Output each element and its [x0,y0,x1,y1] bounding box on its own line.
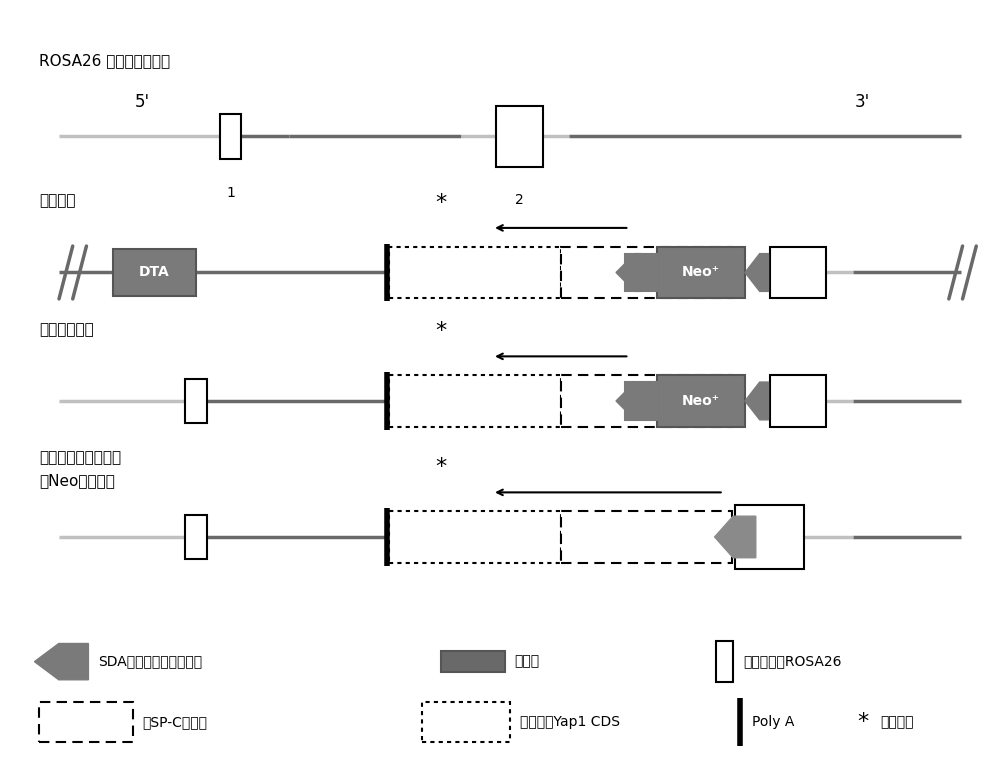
Bar [625,382,657,420]
Text: 1: 1 [226,185,235,199]
Text: （Neo缺失后）: （Neo缺失后） [39,473,115,488]
Text: *: * [857,712,868,732]
Bar [220,114,241,159]
Bar [185,379,207,423]
Bar [657,247,745,298]
Bar [716,641,733,682]
Bar [389,375,561,427]
Text: 突变位点: 突变位点 [880,715,914,729]
Text: 靶向载体: 靶向载体 [39,193,76,208]
Text: Neo⁺: Neo⁺ [682,394,720,408]
Bar [770,375,826,427]
Bar [625,254,657,291]
Text: 2: 2 [515,193,524,207]
Text: DTA: DTA [139,266,170,280]
Bar [561,511,732,562]
Text: 5': 5' [135,93,150,111]
Text: Poly A: Poly A [752,715,794,729]
Bar [389,247,561,298]
Text: 人SP-C启动子: 人SP-C启动子 [142,715,207,729]
Text: *: * [435,457,446,478]
Text: Neo⁺: Neo⁺ [682,266,720,280]
Text: 指定的敲入等位基因: 指定的敲入等位基因 [39,450,122,465]
Text: 小鼠外显子ROSA26: 小鼠外显子ROSA26 [743,654,842,668]
Bar [496,106,543,167]
Text: SDA（自身缺失锚）位点: SDA（自身缺失锚）位点 [98,654,202,668]
Bar [561,375,732,427]
Bar [561,247,732,298]
FancyArrow shape [34,643,88,680]
Bar [770,247,826,298]
Bar [185,515,207,559]
Text: 3': 3' [855,93,870,111]
Bar [389,511,561,562]
Text: ROSA26 野生型等位基因: ROSA26 野生型等位基因 [39,54,171,69]
Bar [657,375,745,427]
FancyArrow shape [745,382,769,420]
Text: 突变小鼠Yap1 CDS: 突变小鼠Yap1 CDS [520,715,620,729]
FancyArrow shape [745,254,769,291]
Bar [441,651,505,672]
FancyArrow shape [616,382,641,420]
FancyArrow shape [616,254,641,291]
Bar [422,703,510,742]
Bar [113,249,196,296]
Text: 同源臂: 同源臂 [515,654,540,668]
Text: *: * [435,321,446,341]
Bar [39,703,132,742]
Text: 靶向等位基因: 靶向等位基因 [39,322,94,337]
FancyArrow shape [715,516,756,558]
Text: *: * [435,192,446,213]
Bar [735,505,804,569]
